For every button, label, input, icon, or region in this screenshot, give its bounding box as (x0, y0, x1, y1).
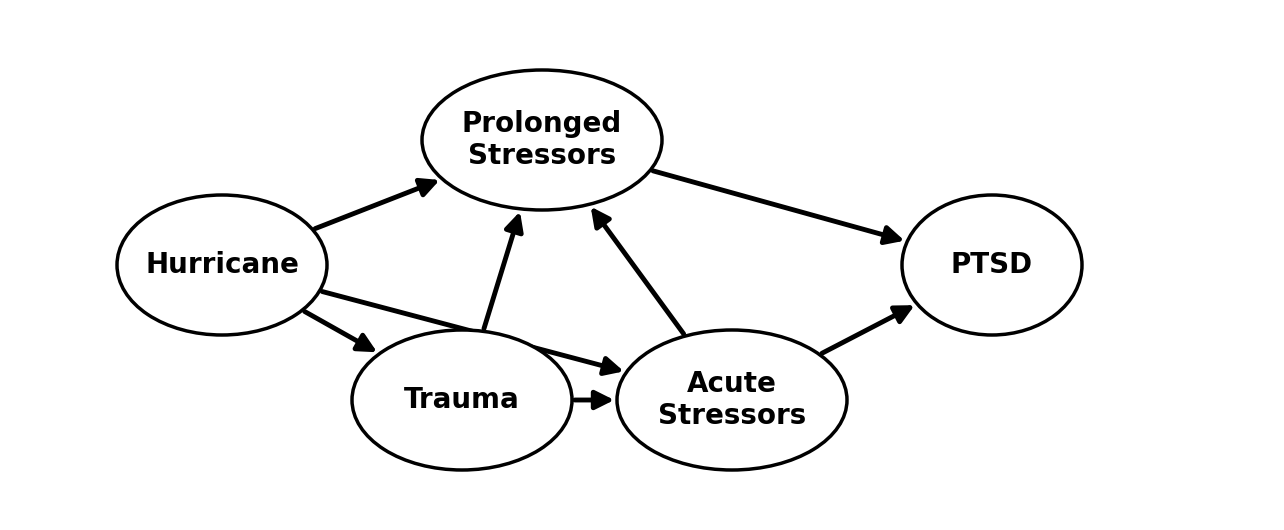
Ellipse shape (117, 195, 327, 335)
Ellipse shape (422, 70, 663, 210)
Ellipse shape (901, 195, 1082, 335)
Text: Prolonged
Stressors: Prolonged Stressors (462, 110, 623, 170)
Ellipse shape (352, 330, 571, 470)
Text: Acute
Stressors: Acute Stressors (657, 370, 806, 430)
Text: Hurricane: Hurricane (145, 251, 299, 279)
Text: Trauma: Trauma (404, 386, 520, 414)
Ellipse shape (618, 330, 847, 470)
Text: PTSD: PTSD (951, 251, 1034, 279)
